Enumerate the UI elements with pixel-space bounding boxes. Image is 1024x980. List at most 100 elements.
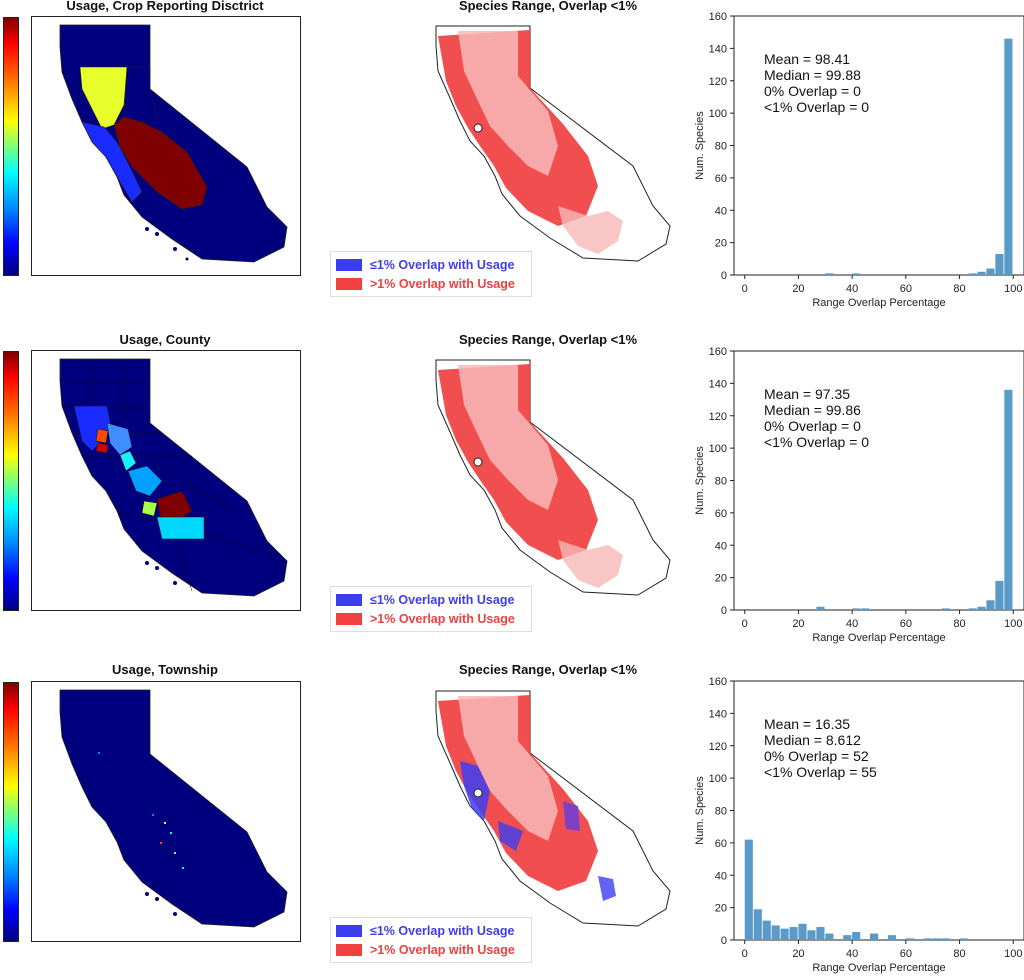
island: [173, 912, 177, 916]
y-tick-label: 20: [715, 238, 727, 250]
species-range-map: [398, 350, 698, 609]
legend-item-low: ≤1% Overlap with Usage: [336, 921, 526, 940]
y-tick-label: 100: [709, 443, 727, 455]
histogram-bar: [852, 931, 861, 940]
island: [185, 257, 189, 261]
x-tick-label: 100: [1004, 283, 1022, 295]
histogram-bar: [789, 927, 798, 940]
x-tick-label: 0: [742, 618, 748, 630]
legend-swatch-high: [336, 277, 362, 290]
histogram-bar: [932, 938, 941, 940]
county-red: [95, 442, 109, 454]
legend-label-low: ≤1% Overlap with Usage: [370, 257, 515, 272]
x-tick-label: 100: [1004, 618, 1022, 630]
usage-map-county: [31, 350, 301, 611]
y-tick-label: 80: [715, 141, 727, 153]
legend-label-low: ≤1% Overlap with Usage: [370, 592, 515, 607]
usage-map-title: Usage, Township: [112, 662, 218, 677]
x-axis-label: Range Overlap Percentage: [812, 632, 945, 644]
island: [145, 227, 149, 231]
y-tick-label: 100: [709, 773, 727, 785]
histogram-bar: [977, 606, 986, 610]
histogram-bar: [968, 273, 977, 275]
y-tick-label: 60: [715, 173, 727, 185]
y-tick-label: 20: [715, 903, 727, 915]
histogram-bar: [986, 600, 995, 610]
county-cyan-kern: [156, 516, 205, 540]
range-desert-patches: [558, 206, 623, 254]
island: [155, 897, 159, 901]
hotspot: [170, 832, 172, 834]
histogram-bar: [825, 273, 834, 275]
histogram-bar: [843, 935, 852, 940]
histogram-bar: [923, 938, 932, 940]
legend-item-high: >1% Overlap with Usage: [336, 274, 526, 293]
histogram-svg: 0 20 40 60 80 100 120 140 160 0 20 40 60 80 100 Range O…: [694, 11, 1024, 309]
histogram-bar: [852, 608, 861, 610]
histogram-bar: [762, 920, 771, 940]
stats-annotation: Mean = 98.41: [764, 51, 850, 67]
island: [173, 247, 177, 251]
y-axis-label: Num. Species: [694, 776, 706, 845]
x-tick-label: 80: [953, 618, 965, 630]
usage-colorbar: [3, 351, 19, 611]
x-tick-label: 80: [953, 948, 965, 960]
usage-map-title: Usage, County: [119, 332, 211, 347]
district-northeast: [123, 66, 158, 123]
usage-map-title: Usage, Crop Reporting Disctrict: [66, 0, 264, 13]
county-lime: [141, 500, 158, 517]
x-tick-label: 20: [792, 283, 804, 295]
histogram-svg: 0 20 40 60 80 100 120 140 160 0 20 40 60 80 100 Range O…: [694, 346, 1024, 644]
usage-colorbar: [3, 17, 19, 276]
county-mid: [127, 465, 163, 497]
legend-item-high: >1% Overlap with Usage: [336, 609, 526, 628]
x-tick-label: 80: [953, 283, 965, 295]
hotspot: [182, 867, 184, 869]
legend-item-high: >1% Overlap with Usage: [336, 940, 526, 959]
range-overlap-low-east: [563, 801, 580, 831]
island: [173, 581, 177, 585]
x-tick-label: 0: [742, 948, 748, 960]
x-tick-label: 40: [846, 283, 858, 295]
stats-annotation: Median = 99.86: [764, 402, 861, 418]
y-tick-label: 160: [709, 11, 727, 23]
range-bay: [473, 123, 483, 133]
y-tick-label: 120: [709, 741, 727, 753]
plot-frame: [733, 350, 1024, 611]
y-tick-label: 40: [715, 205, 727, 217]
stats-annotation: 0% Overlap = 0: [764, 418, 861, 434]
range-legend: ≤1% Overlap with Usage >1% Overlap with …: [330, 586, 532, 632]
range-overlap-low-desert: [598, 876, 616, 901]
legend-label-high: >1% Overlap with Usage: [370, 611, 515, 626]
histogram-svg: 0 20 40 60 80 100 120 140 160 0 20 40 60 80 100 Range O…: [694, 676, 1024, 974]
county-cyan: [119, 450, 137, 472]
histogram-bar: [887, 935, 897, 940]
county-orange: [95, 428, 109, 444]
range-bay: [473, 457, 483, 467]
hotspot: [164, 822, 166, 824]
plot-frame: [733, 15, 1024, 276]
plot-frame: [733, 680, 1024, 941]
island: [155, 566, 159, 570]
histogram-bar: [852, 273, 861, 275]
y-tick-label: 140: [709, 708, 727, 720]
species-range-map: [398, 681, 698, 940]
y-tick-label: 60: [715, 838, 727, 850]
hotspot: [160, 842, 162, 844]
x-tick-label: 100: [1004, 948, 1022, 960]
legend-item-low: ≤1% Overlap with Usage: [336, 590, 526, 609]
y-tick-label: 120: [709, 76, 727, 88]
legend-swatch-high: [336, 943, 362, 956]
legend-swatch-high: [336, 612, 362, 625]
histogram-bar: [1004, 38, 1013, 275]
histogram-bar: [959, 938, 968, 940]
legend-swatch-low: [336, 924, 362, 937]
histogram-bar: [825, 933, 834, 940]
histogram-bar: [861, 608, 870, 610]
histogram-bar: [995, 253, 1004, 275]
x-tick-label: 40: [846, 618, 858, 630]
range-overlap-light: [458, 31, 558, 176]
y-tick-label: 80: [715, 476, 727, 488]
legend-item-low: ≤1% Overlap with Usage: [336, 255, 526, 274]
y-tick-label: 20: [715, 573, 727, 585]
